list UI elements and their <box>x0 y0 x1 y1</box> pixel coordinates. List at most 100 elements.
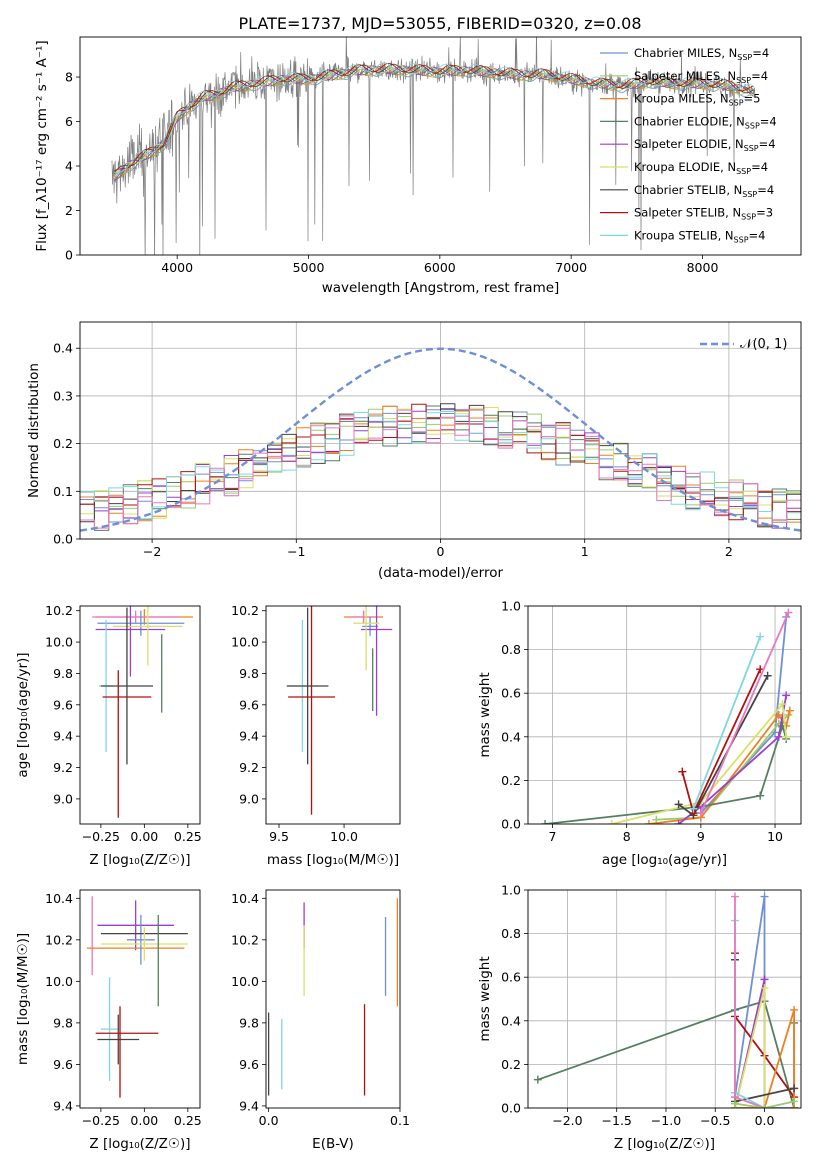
x-tick-label: −0.5 <box>700 1113 730 1128</box>
y-tick-label: 2 <box>65 203 73 218</box>
weight-marker <box>756 632 765 641</box>
weight-marker <box>785 706 794 715</box>
y-tick-label: 9.2 <box>239 760 259 775</box>
x-tick-label: 0.1 <box>390 1113 410 1128</box>
weight-marker <box>778 700 787 709</box>
spectrum-legend: Chabrier MILES, NSSP=4 Salpeter MILES, NS… <box>600 46 777 244</box>
axes-age-vs-mass: 9.5 10.0 9.0 9.2 9.4 9.6 9.8 10.0 10.2 mass [log₁… <box>231 603 401 868</box>
plot-area-weight-vs-z <box>533 892 799 1108</box>
y-tick-label: 9.8 <box>53 1015 73 1030</box>
plot-area-age-vs-mass <box>286 606 393 815</box>
y-tick-label: 9.4 <box>239 1098 259 1113</box>
y-tick-label: 0.0 <box>501 817 521 832</box>
legend-count: =4 <box>757 183 774 197</box>
weight-line-salpeter-miles <box>734 1100 795 1108</box>
x-tick-label: 4000 <box>161 260 193 275</box>
weight-marker <box>607 820 616 824</box>
weight-marker <box>678 767 687 776</box>
y-tick-label: 9.6 <box>53 1057 73 1072</box>
y-tick-label: 9.4 <box>239 729 259 744</box>
axes-frame-mass-vs-ebv <box>265 889 401 1109</box>
x-tick-label: −2 <box>143 544 161 559</box>
axes-frame-mass-vs-z <box>79 889 201 1109</box>
y-tick-label: 1.0 <box>501 599 521 614</box>
x-axis-label: age [log₁₀(age/yr)] <box>602 852 727 868</box>
y-tick-label: 0.3 <box>53 388 73 403</box>
legend-subscript: SSP <box>734 235 749 244</box>
normal-reference-curve <box>80 347 801 532</box>
plot-area-mass-vs-ebv <box>267 898 399 1096</box>
x-tick-label: 9.5 <box>269 829 289 844</box>
y-tick-label: 0.4 <box>501 729 521 744</box>
weight-marker <box>674 800 683 809</box>
y-axis-label: age [log₁₀(age/yr)] <box>15 652 31 777</box>
histogram-kroupa-stelib <box>80 411 801 523</box>
plot-area-weight-vs-age <box>541 608 794 824</box>
axes-frame-age-vs-mass <box>265 605 401 825</box>
x-tick-label: 8 <box>623 829 631 844</box>
axes-frame-residuals <box>79 321 802 540</box>
weight-marker <box>689 804 698 813</box>
y-tick-label: 9.2 <box>53 760 73 775</box>
x-axis-label: wavelength [Angstrom, rest frame] <box>322 280 560 296</box>
y-tick-label: 8 <box>65 70 73 85</box>
y-tick-label: 9.4 <box>53 729 73 744</box>
axes-residuals: −2 −1 0 1 2 0.0 0.1 0.2 0.3 0.4 (data-model)/error… <box>26 321 802 581</box>
weight-line-kroupa-miles <box>735 1009 795 1108</box>
weight-marker <box>541 820 550 824</box>
legend-label: Kroupa STELIB, NSSP=4 <box>634 228 765 244</box>
axes-frame-weight-vs-z <box>527 889 802 1109</box>
y-tick-label: 10.0 <box>45 974 73 989</box>
weight-marker <box>760 892 769 901</box>
weight-marker <box>644 820 653 824</box>
x-axis-label: Z [log₁₀(Z/Z☉)] <box>614 1136 715 1152</box>
legend-label: Salpeter MILES, NSSP=4 <box>634 69 768 85</box>
model-line-salpeter-stelib <box>113 62 755 172</box>
legend-count: =4 <box>760 114 777 128</box>
y-tick-label: 10.0 <box>231 635 259 650</box>
weight-marker <box>782 732 791 741</box>
axes-weight-vs-z: −2.0 −1.5 −1.0 −0.5 0.0 0.0 0.2 0.4 0.6 0.8 1.0 Z [… <box>477 883 802 1152</box>
x-tick-label: 0.0 <box>259 1113 279 1128</box>
x-tick-label: 0.25 <box>174 1113 202 1128</box>
weight-marker <box>696 809 705 818</box>
axes-mass-vs-z: −0.25 0.00 0.25 9.4 9.6 9.8 10.0 10.2 10.4 Z [log… <box>15 889 202 1152</box>
y-tick-label: 10.0 <box>45 635 73 650</box>
y-tick-label: 0.6 <box>501 970 521 985</box>
weight-marker <box>774 732 783 741</box>
y-tick-label: 9.8 <box>53 666 73 681</box>
weight-marker <box>784 608 793 617</box>
legend-subscript: SSP <box>729 99 744 108</box>
y-tick-label: 0.0 <box>501 1101 521 1116</box>
y-tick-label: 10.2 <box>231 932 259 947</box>
legend-label: Chabrier STELIB, NSSP=4 <box>634 183 774 199</box>
x-tick-label: 0.00 <box>130 1113 158 1128</box>
model-line-kroupa-stelib <box>114 62 755 173</box>
y-tick-label: 10.2 <box>231 603 259 618</box>
x-tick-label: 8000 <box>687 260 719 275</box>
y-tick-label: 0.6 <box>501 686 521 701</box>
x-tick-label: 1 <box>581 544 589 559</box>
weight-marker <box>756 791 765 800</box>
legend-count: =4 <box>749 228 766 242</box>
y-tick-label: 10.2 <box>45 932 73 947</box>
weight-marker <box>774 711 783 719</box>
y-tick-label: 9.0 <box>239 791 259 806</box>
x-tick-label: −0.25 <box>82 829 120 844</box>
weight-marker <box>790 1097 799 1106</box>
axes-frame-age-vs-z <box>79 605 201 825</box>
y-tick-label: 0.8 <box>501 926 521 941</box>
weight-marker <box>760 984 769 993</box>
y-tick-label: 9.4 <box>53 1098 73 1113</box>
y-tick-label: 6 <box>65 114 73 129</box>
y-tick-label: 9.0 <box>53 791 73 806</box>
y-tick-label: 9.8 <box>239 1015 259 1030</box>
legend-subscript: SSP <box>736 76 751 85</box>
model-line-salpeter-miles <box>113 66 755 176</box>
weight-line-chabrier-stelib <box>678 675 769 817</box>
y-tick-label: 0.1 <box>53 484 73 499</box>
x-tick-label: 0 <box>437 544 445 559</box>
weight-line-chabrier-elodie <box>545 722 788 824</box>
axes-spectrum: 4000 5000 6000 7000 8000 0 2 4 6 8 wavelength [Ang… <box>34 36 802 296</box>
